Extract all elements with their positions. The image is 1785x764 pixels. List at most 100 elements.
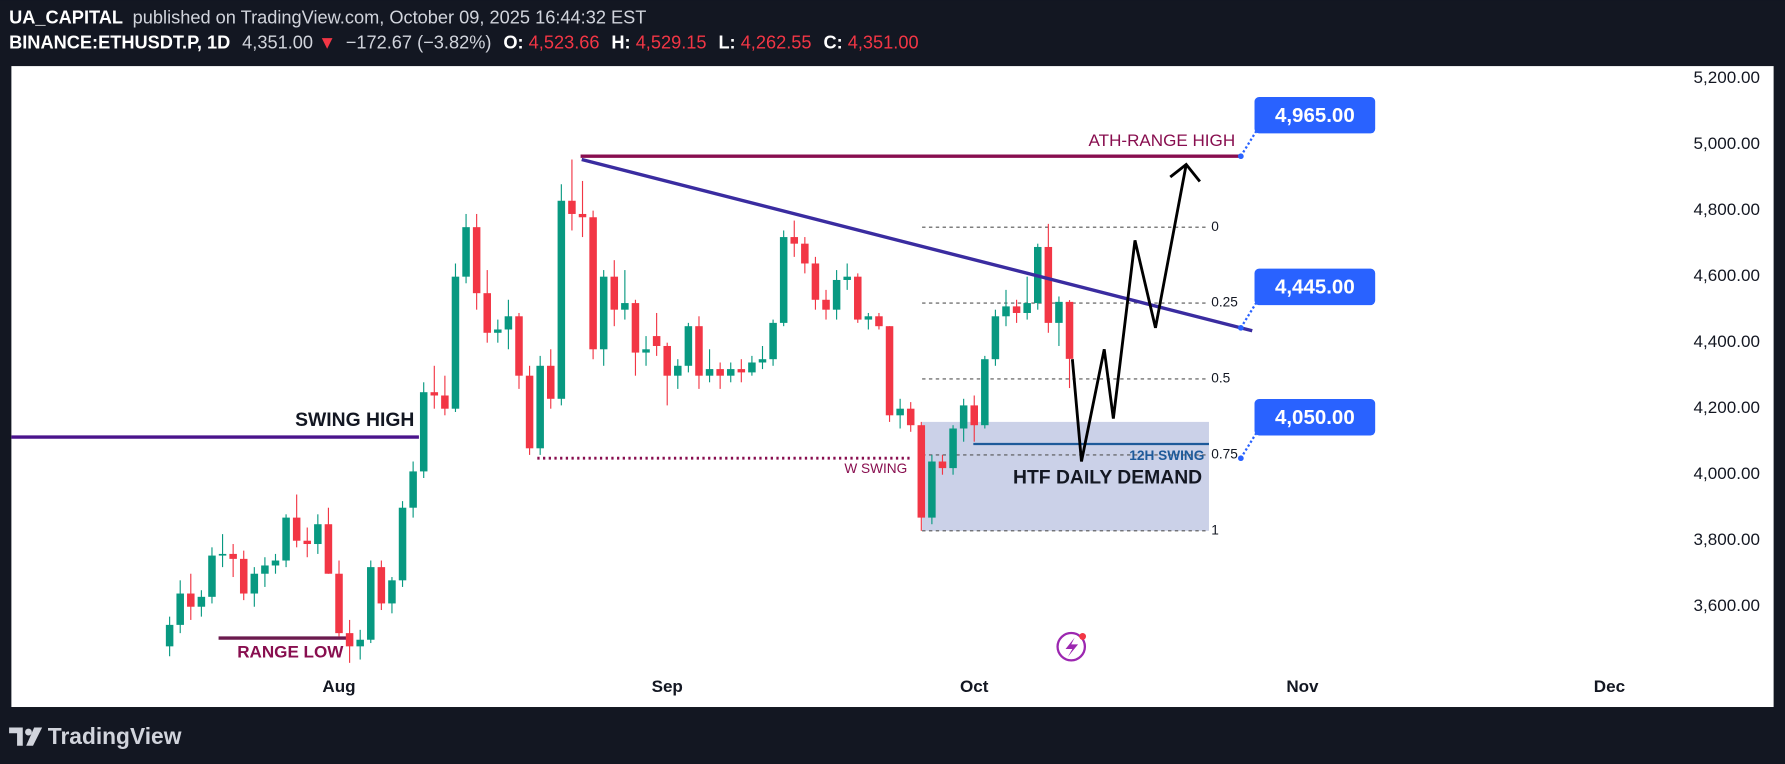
candle-body xyxy=(854,276,862,320)
y-tick-label: 4,600.00 xyxy=(1694,266,1760,285)
lightning-icon xyxy=(1056,631,1087,662)
fib-label: 0.75 xyxy=(1211,447,1238,462)
candle-body xyxy=(165,624,174,647)
candle-body xyxy=(504,316,513,330)
candle-body xyxy=(621,303,629,310)
candle-body xyxy=(568,200,576,214)
candle-body xyxy=(525,375,534,449)
candle-body xyxy=(187,593,195,607)
logo xyxy=(9,727,43,746)
candle-body xyxy=(769,322,777,360)
candle-body xyxy=(949,428,957,469)
fib-label: 0.25 xyxy=(1211,295,1238,310)
x-tick-label: Oct xyxy=(960,677,989,696)
close-label: C: xyxy=(823,32,842,52)
open-label: O: xyxy=(503,32,523,52)
candle-body xyxy=(885,326,894,416)
candle-body xyxy=(610,276,619,310)
demand-zone-label: HTF DAILY DEMAND xyxy=(1013,466,1202,488)
candle-body xyxy=(790,237,799,244)
candle-body xyxy=(250,573,259,594)
candle-body xyxy=(801,243,809,264)
x-tick-label: Aug xyxy=(322,677,355,696)
candle-body xyxy=(822,299,830,310)
price-label-box xyxy=(1254,399,1376,436)
candle-body xyxy=(345,633,354,647)
swing-high-label: SWING HIGH xyxy=(295,409,414,431)
candle-body xyxy=(1012,306,1021,313)
candle-body xyxy=(589,217,597,350)
candle-body xyxy=(779,237,788,323)
author: UA_CAPITAL xyxy=(9,7,123,27)
candle-body xyxy=(176,593,184,625)
fib-label: 1 xyxy=(1211,522,1219,537)
candle-body xyxy=(430,392,439,396)
y-tick-label: 4,800.00 xyxy=(1694,200,1760,219)
symbol: BINANCE:ETHUSDT.P, 1D xyxy=(9,32,230,52)
price-label: 4,965.00 xyxy=(1275,104,1355,127)
header-line-2: BINANCE:ETHUSDT.P, 1D 4,351.00 ▼ −172.67… xyxy=(9,32,918,52)
fib-label: 0.5 xyxy=(1211,371,1230,386)
candle-body xyxy=(599,276,608,350)
change-arrow: ▼ xyxy=(318,32,336,52)
candle-body xyxy=(1065,301,1074,359)
y-tick-label: 5,000.00 xyxy=(1694,134,1760,153)
candle-body xyxy=(959,405,968,429)
price-label: 4,050.00 xyxy=(1275,406,1355,429)
candle-body xyxy=(229,553,237,559)
candle-body xyxy=(652,336,661,346)
candle-body xyxy=(674,365,682,376)
published: published on TradingView.com, October 09… xyxy=(133,7,647,27)
candle-body xyxy=(938,461,947,469)
candle-body xyxy=(292,517,301,541)
candle-body xyxy=(356,639,364,647)
candle-body xyxy=(642,349,650,353)
candle-body xyxy=(483,293,491,333)
w-swing-label: W SWING xyxy=(844,461,907,476)
candle-body xyxy=(197,596,206,607)
price-label-box xyxy=(1254,268,1376,306)
candle-body xyxy=(917,425,926,518)
candle-body xyxy=(896,408,904,416)
candle-body xyxy=(843,276,851,280)
candle-body xyxy=(970,405,978,426)
candle-body xyxy=(557,200,566,399)
plot: 3,600.00 3,800.00 4,000.00 4,200.00 4,400.00… xyxy=(11,68,1760,696)
candle-body xyxy=(726,369,735,376)
candle-body xyxy=(419,392,428,472)
price-label-box xyxy=(1254,97,1376,134)
candle-body xyxy=(748,362,756,373)
candle-body xyxy=(377,567,386,604)
price-label: 4,445.00 xyxy=(1275,275,1355,298)
change: −172.67 (−3.82%) xyxy=(346,32,492,52)
candle-body xyxy=(684,326,693,366)
high-label: H: xyxy=(611,32,630,52)
candle-body xyxy=(388,580,396,604)
candle-body xyxy=(472,227,481,294)
brand: TradingView xyxy=(48,723,182,749)
label-anchor xyxy=(1238,455,1244,462)
candle-body xyxy=(631,303,640,353)
candle-body xyxy=(928,461,936,518)
y-tick-label: 4,200.00 xyxy=(1694,398,1760,417)
candle-body xyxy=(758,359,767,363)
candle-body xyxy=(451,276,460,409)
candle-body xyxy=(981,359,989,426)
demand-zone xyxy=(922,421,1209,531)
candle-body xyxy=(875,316,883,327)
candle-body xyxy=(695,326,703,376)
y-tick-label: 4,000.00 xyxy=(1694,464,1760,483)
candle-body xyxy=(303,540,312,545)
candle-body xyxy=(462,227,470,277)
x-tick-label: Dec xyxy=(1594,677,1625,696)
label-anchor xyxy=(1238,153,1244,160)
candle-body xyxy=(218,553,227,556)
swing-12h-label: 12H SWING xyxy=(1129,448,1204,463)
candle-body xyxy=(409,471,417,508)
candle-body xyxy=(494,329,502,333)
candle-body xyxy=(515,316,523,376)
ath-label: ATH-RANGE HIGH xyxy=(1089,131,1236,150)
candle-body xyxy=(864,316,873,320)
y-tick-label: 3,600.00 xyxy=(1694,596,1760,615)
